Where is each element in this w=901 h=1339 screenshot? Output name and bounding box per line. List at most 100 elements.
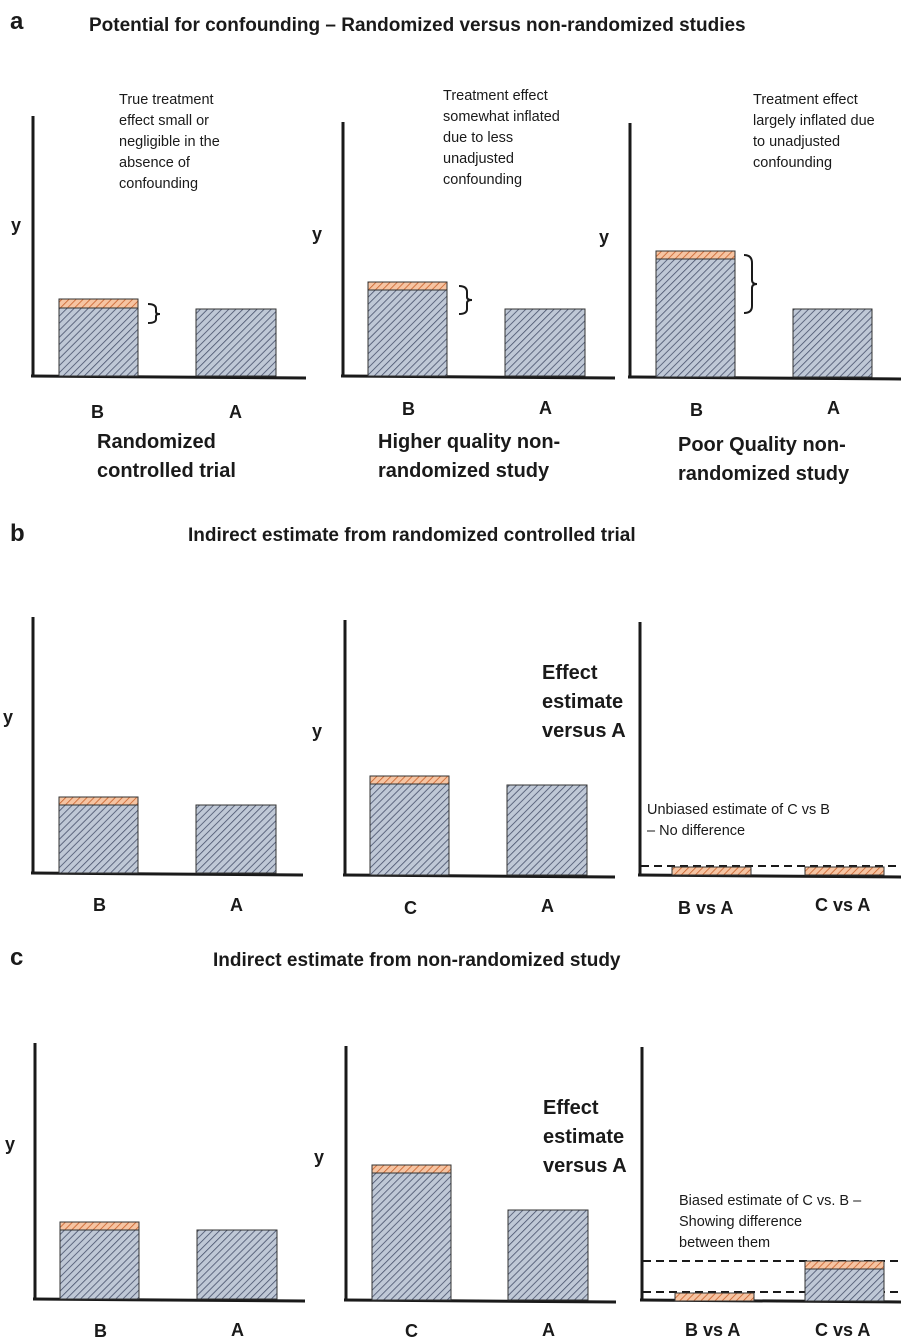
svg-text:unadjusted: unadjusted <box>443 151 514 167</box>
bar-b-vs-a <box>674 1292 755 1302</box>
bar-b <box>58 307 139 377</box>
bar-a <box>792 308 873 378</box>
annotation: Effect estimate versus A <box>542 662 626 742</box>
annotation: Treatment effect largely inflated due to… <box>753 92 875 171</box>
caption-line-2: controlled trial <box>97 460 236 482</box>
bar-c-vs-a <box>804 1268 885 1302</box>
category-label-b-vs-a: B vs A <box>685 1320 740 1339</box>
category-label-b: B <box>690 400 703 420</box>
bar-c-vs-a-effect <box>804 1260 885 1270</box>
bar-a <box>504 308 586 377</box>
category-label-b: B <box>91 402 104 422</box>
bar-a <box>196 1229 278 1300</box>
caption-line-1: Randomized <box>97 431 216 453</box>
svg-text:True treatment: True treatment <box>119 92 214 108</box>
bar-b-effect <box>58 796 139 806</box>
svg-text:– No difference: – No difference <box>647 823 745 839</box>
bar-b-effect <box>59 1221 140 1231</box>
bar-c-effect <box>371 1164 452 1174</box>
annotation: Biased estimate of C vs. B – Showing dif… <box>679 1193 862 1251</box>
svg-text:Biased estimate of C vs. B –: Biased estimate of C vs. B – <box>679 1193 862 1209</box>
svg-text:estimate: estimate <box>542 691 623 713</box>
category-label-c: C <box>404 898 417 918</box>
category-label-a: A <box>542 1320 555 1339</box>
y-axis-label: y <box>312 721 322 741</box>
category-label-b: B <box>402 399 415 419</box>
svg-text:effect small or: effect small or <box>119 113 209 129</box>
y-axis-label: y <box>3 707 13 727</box>
y-axis-label: y <box>312 224 322 244</box>
category-label-b-vs-a: B vs A <box>678 898 733 918</box>
panel-c: c Indirect estimate from non-randomized … <box>5 944 901 1339</box>
bar-b <box>655 258 736 378</box>
category-label-a: A <box>231 1320 244 1339</box>
svg-text:confounding: confounding <box>753 155 832 171</box>
svg-text:between them: between them <box>679 1235 770 1251</box>
svg-text:estimate: estimate <box>543 1126 624 1148</box>
svg-text:versus A: versus A <box>543 1155 627 1177</box>
y-axis-label: y <box>11 215 21 235</box>
caption-line-1: Higher quality non- <box>378 431 560 453</box>
svg-text:Treatment effect: Treatment effect <box>443 88 548 104</box>
svg-text:confounding: confounding <box>443 172 522 188</box>
bar-b-effect <box>58 298 139 309</box>
bar-b-vs-a <box>671 866 752 876</box>
bar-a <box>506 784 588 876</box>
chart-b1: y B A <box>3 617 304 915</box>
bar-b <box>367 289 448 377</box>
panel-letter-a: a <box>10 8 24 35</box>
effect-brace <box>147 303 161 324</box>
annotation: Treatment effect somewhat inflated due t… <box>443 88 560 188</box>
panel-letter-b: b <box>10 520 25 547</box>
chart-a3: y B A Poor Quality non- randomized study… <box>599 92 901 485</box>
bar-a <box>195 804 277 874</box>
chart-c3: B vs A C vs A Biased estimate of C vs. B… <box>639 1047 901 1339</box>
bar-c-effect <box>369 775 450 785</box>
svg-text:absence of: absence of <box>119 155 191 171</box>
svg-text:Treatment effect: Treatment effect <box>753 92 858 108</box>
bar-b <box>59 1229 140 1300</box>
effect-brace <box>458 285 473 315</box>
bar-a <box>507 1209 589 1301</box>
y-axis-label: y <box>314 1147 324 1167</box>
category-label-a: A <box>230 895 243 915</box>
category-label-a: A <box>541 896 554 916</box>
svg-text:negligible in the: negligible in the <box>119 134 220 150</box>
bar-b-effect <box>367 281 448 291</box>
bar-c-vs-a <box>804 866 885 876</box>
svg-text:Effect: Effect <box>543 1097 599 1119</box>
svg-text:Effect: Effect <box>542 662 598 684</box>
y-axis-label: y <box>599 227 609 247</box>
svg-text:Showing difference: Showing difference <box>679 1214 802 1230</box>
caption-line-2: randomized study <box>378 460 550 482</box>
panel-letter-c: c <box>10 944 23 971</box>
category-label-b: B <box>93 895 106 915</box>
bar-b-effect <box>655 250 736 260</box>
bar-c <box>369 783 450 876</box>
category-label-a: A <box>827 398 840 418</box>
svg-text:to unadjusted: to unadjusted <box>753 134 840 150</box>
effect-brace <box>743 254 758 314</box>
annotation: True treatment effect small or negligibl… <box>119 92 220 192</box>
svg-text:versus A: versus A <box>542 720 626 742</box>
category-label-b: B <box>94 1321 107 1339</box>
chart-b2: y C A Effect estimate versus A <box>312 620 626 918</box>
chart-c2: y C A Effect estimate versus A <box>314 1046 627 1339</box>
panel-b: b Indirect estimate from randomized cont… <box>3 520 901 918</box>
y-axis-label: y <box>5 1134 15 1154</box>
caption-line-2: randomized study <box>678 463 850 485</box>
bar-b <box>58 804 139 874</box>
svg-text:confounding: confounding <box>119 176 198 192</box>
svg-text:due to less: due to less <box>443 130 513 146</box>
category-label-a: A <box>539 398 552 418</box>
svg-text:somewhat inflated: somewhat inflated <box>443 109 560 125</box>
svg-text:largely inflated due: largely inflated due <box>753 113 875 129</box>
panel-a: a Potential for confounding – Randomized… <box>10 8 901 485</box>
annotation: Unbiased estimate of C vs B – No differe… <box>647 802 830 839</box>
bar-a <box>195 308 277 377</box>
bar-c <box>371 1172 452 1301</box>
chart-a1: y B A Randomized controlled trial True t… <box>11 92 307 482</box>
panel-a-title: Potential for confounding – Randomized v… <box>89 15 746 36</box>
category-label-c-vs-a: C vs A <box>815 1320 870 1339</box>
